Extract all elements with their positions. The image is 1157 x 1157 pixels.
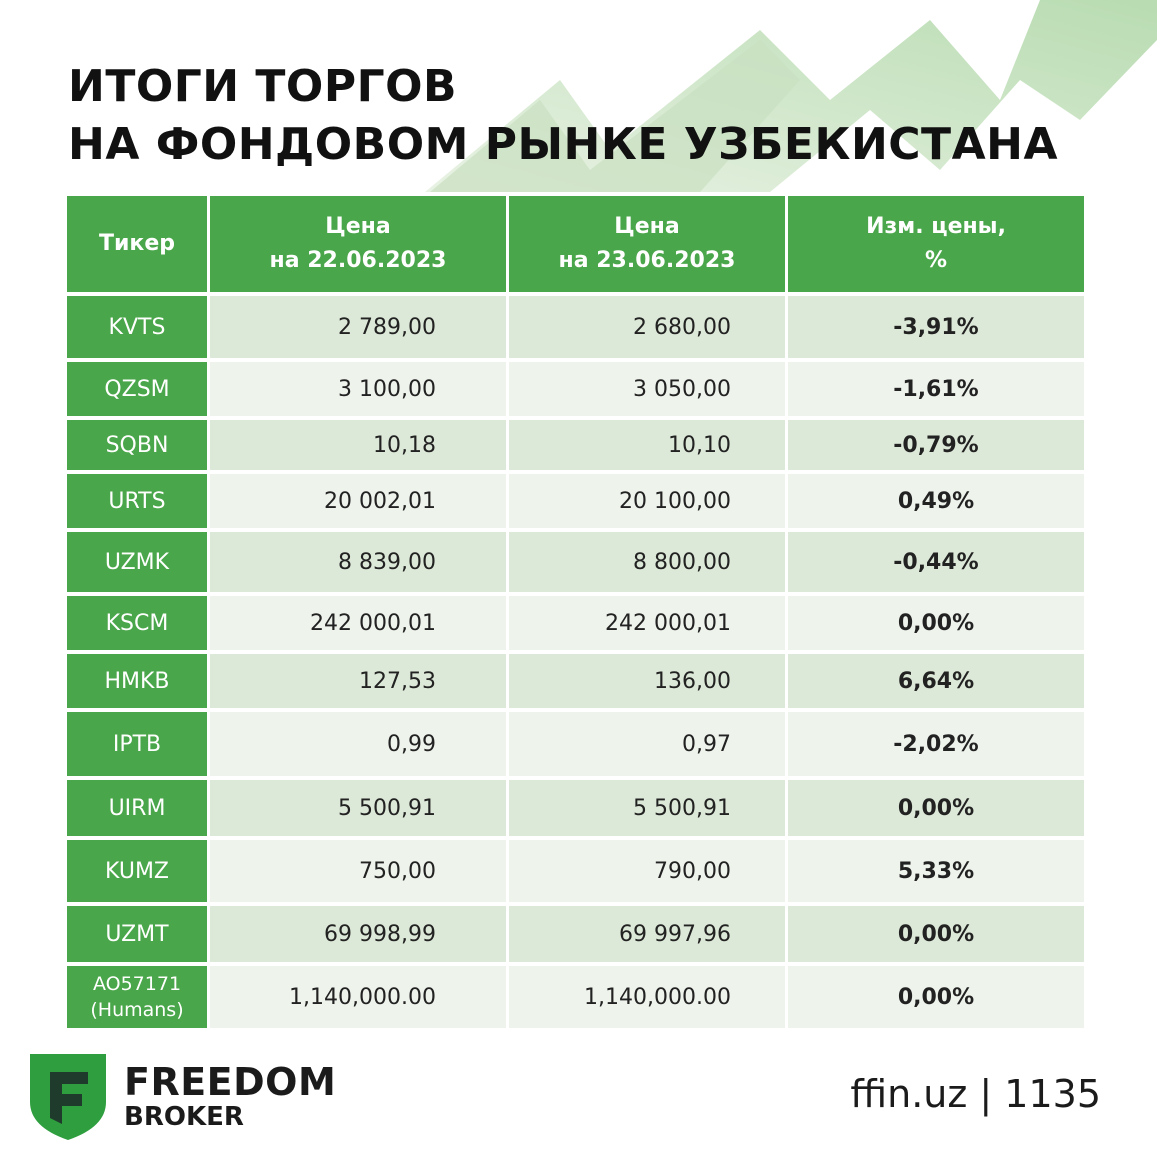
change-cell: 0,49% [788,474,1084,528]
table-row: UZMK 8 839,00 8 800,00 -0,44% [67,532,1084,592]
change-cell: 6,64% [788,654,1084,708]
change-cell: -0,44% [788,532,1084,592]
price-1-cell: 2 789,00 [210,296,506,358]
brand-name: FREEDOM BROKER [124,1062,336,1132]
price-1-cell: 69 998,99 [210,906,506,962]
ticker-label: UIRM [108,795,166,821]
ticker-cell: KVTS [67,296,207,358]
price-2-cell: 8 800,00 [509,532,785,592]
ticker-cell: KUMZ [67,840,207,902]
ticker-label: SQBN [105,432,169,458]
ticker-cell: UZMK [67,532,207,592]
price-1-cell: 20 002,01 [210,474,506,528]
change-cell: -3,91% [788,296,1084,358]
ticker-label: URTS [108,488,166,514]
table-row: SQBN 10,18 10,10 -0,79% [67,420,1084,470]
table-row: QZSM 3 100,00 3 050,00 -1,61% [67,362,1084,416]
ticker-cell: IPTB [67,712,207,776]
table-row: HMKB 127,53 136,00 6,64% [67,654,1084,708]
header-price-2-line-1: Цена [614,214,680,239]
table-row: UZMT 69 998,99 69 997,96 0,00% [67,906,1084,962]
header-change-line-2: % [924,248,948,273]
price-1-cell: 242 000,01 [210,596,506,650]
table-row: URTS 20 002,01 20 100,00 0,49% [67,474,1084,528]
change-cell: 0,00% [788,906,1084,962]
header-ticker: Тикер [67,196,207,292]
price-2-cell: 0,97 [509,712,785,776]
ticker-cell: SQBN [67,420,207,470]
header-price-1-line-2: на 22.06.2023 [269,248,447,273]
header-price-1-line-1: Цена [325,214,391,239]
price-1-cell: 750,00 [210,840,506,902]
ticker-cell: HMKB [67,654,207,708]
header-change-line-1: Изм. цены, [866,214,1006,239]
results-table: Тикер Цена на 22.06.2023 Цена на 23.06.2… [64,192,1087,1032]
price-1-cell: 3 100,00 [210,362,506,416]
site-and-phone: ffin.uz | 1135 [850,1072,1101,1116]
ticker-label: HMKB [104,668,170,694]
brand-line-1: FREEDOM [124,1060,337,1104]
ticker-cell: KSCM [67,596,207,650]
header-price-2: Цена на 23.06.2023 [509,196,785,292]
price-2-cell: 790,00 [509,840,785,902]
table-header-row: Тикер Цена на 22.06.2023 Цена на 23.06.2… [67,196,1084,292]
price-1-cell: 127,53 [210,654,506,708]
price-2-cell: 136,00 [509,654,785,708]
ticker-sublabel: (Humans) [90,999,184,1021]
price-2-cell: 242 000,01 [509,596,785,650]
page-title: ИТОГИ ТОРГОВ НА ФОНДОВОМ РЫНКЕ УЗБЕКИСТА… [68,58,1058,174]
price-1-cell: 0,99 [210,712,506,776]
change-cell: 0,00% [788,966,1084,1028]
ticker-label: KUMZ [105,858,169,884]
price-1-cell: 5 500,91 [210,780,506,836]
ticker-label: AO57171 [92,973,182,995]
price-1-cell: 1,140,000.00 [210,966,506,1028]
price-2-cell: 5 500,91 [509,780,785,836]
header-change: Изм. цены, % [788,196,1084,292]
table-row: KVTS 2 789,00 2 680,00 -3,91% [67,296,1084,358]
table-row: KUMZ 750,00 790,00 5,33% [67,840,1084,902]
header-price-1: Цена на 22.06.2023 [210,196,506,292]
ticker-label: IPTB [112,731,162,757]
table-row: UIRM 5 500,91 5 500,91 0,00% [67,780,1084,836]
price-2-cell: 10,10 [509,420,785,470]
ticker-cell: UIRM [67,780,207,836]
ticker-cell: UZMT [67,906,207,962]
ticker-label: KVTS [108,314,166,340]
table-row: AO57171 (Humans) 1,140,000.00 1,140,000.00 0… [67,966,1084,1028]
price-2-cell: 3 050,00 [509,362,785,416]
change-cell: -0,79% [788,420,1084,470]
price-2-cell: 2 680,00 [509,296,785,358]
freedom-shield-icon [30,1054,106,1140]
table-row: KSCM 242 000,01 242 000,01 0,00% [67,596,1084,650]
change-cell: -2,02% [788,712,1084,776]
price-1-cell: 8 839,00 [210,532,506,592]
ticker-label: UZMT [105,921,169,947]
change-cell: 0,00% [788,596,1084,650]
price-2-cell: 69 997,96 [509,906,785,962]
ticker-label: UZMK [104,549,170,575]
change-cell: -1,61% [788,362,1084,416]
ticker-label: QZSM [104,376,170,402]
change-cell: 0,00% [788,780,1084,836]
ticker-cell: QZSM [67,362,207,416]
ticker-cell: AO57171 (Humans) [67,966,207,1028]
ticker-cell: URTS [67,474,207,528]
change-cell: 5,33% [788,840,1084,902]
price-2-cell: 1,140,000.00 [509,966,785,1028]
price-1-cell: 10,18 [210,420,506,470]
ticker-label: KSCM [105,610,169,636]
title-line-1: ИТОГИ ТОРГОВ [68,61,458,112]
header-price-2-line-2: на 23.06.2023 [558,248,736,273]
price-2-cell: 20 100,00 [509,474,785,528]
title-line-2: НА ФОНДОВОМ РЫНКЕ УЗБЕКИСТАНА [68,119,1058,170]
table-row: IPTB 0,99 0,97 -2,02% [67,712,1084,776]
brand-line-2: BROKER [124,1102,244,1132]
